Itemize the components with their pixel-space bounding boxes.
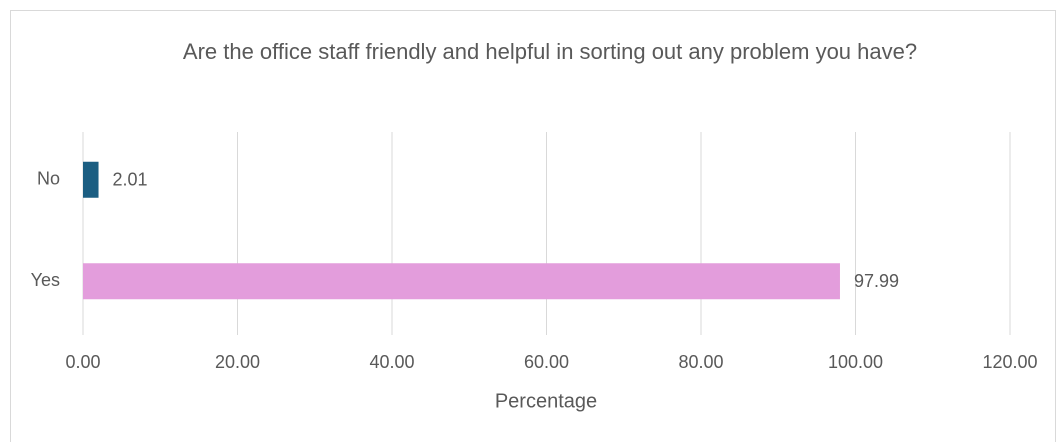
x-tick-label: 0.00 [65, 352, 100, 372]
bar [83, 263, 840, 300]
x-tick-label: 80.00 [678, 352, 723, 372]
x-tick-label: 60.00 [524, 352, 569, 372]
data-label: 2.01 [113, 170, 148, 190]
bar [83, 161, 99, 198]
y-tick-label: No [37, 169, 60, 189]
chart-border [10, 10, 1056, 442]
x-axis-title: Percentage [495, 390, 597, 412]
x-tick-label: 40.00 [369, 352, 414, 372]
x-tick-label: 120.00 [982, 352, 1037, 372]
chart-title: Are the office staff friendly and helpfu… [182, 39, 918, 64]
y-tick-label: Yes [31, 270, 60, 290]
x-tick-label: 100.00 [828, 352, 883, 372]
data-label: 97.99 [854, 271, 899, 291]
x-tick-label: 20.00 [215, 352, 260, 372]
